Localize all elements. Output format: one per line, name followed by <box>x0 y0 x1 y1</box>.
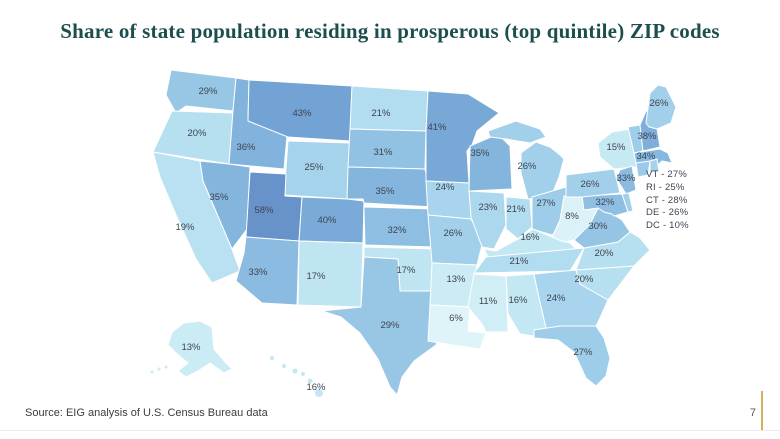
state-label-NE: 35% <box>375 186 395 197</box>
side-list-item-DC: DC - 10% <box>646 220 689 232</box>
state-ME <box>645 84 677 130</box>
state-label-NY: 15% <box>606 142 626 153</box>
state-label-IL: 23% <box>478 202 498 213</box>
state-label-AZ: 33% <box>248 267 268 278</box>
state-HI-island <box>315 389 323 397</box>
state-label-ND: 21% <box>371 108 391 119</box>
state-label-WA: 29% <box>198 86 218 97</box>
state-FL <box>533 325 611 387</box>
state-label-TN: 21% <box>509 256 529 267</box>
state-NE <box>346 166 434 208</box>
side-list-item-DE: DE - 26% <box>646 207 689 219</box>
states-layer <box>150 69 677 397</box>
state-HI-island <box>282 364 286 368</box>
state-label-SD: 31% <box>373 147 393 158</box>
page-number: 7 <box>749 407 756 419</box>
state-HI-island <box>307 378 313 384</box>
state-label-AL: 16% <box>508 295 528 306</box>
state-MO <box>427 214 484 266</box>
state-IL <box>468 190 507 250</box>
state-RI <box>649 158 660 174</box>
state-label-KY: 16% <box>520 232 540 243</box>
state-label-MN: 41% <box>427 122 447 133</box>
state-PA <box>565 168 621 198</box>
source-text: Source: EIG analysis of U.S. Census Bure… <box>25 407 268 419</box>
state-WI <box>468 133 513 192</box>
bottom-rule <box>0 430 780 431</box>
state-label-SC: 20% <box>574 274 594 285</box>
small-states-list: VT - 27% RI - 25% CT - 28% DE - 26% DC - 10% <box>646 169 689 233</box>
page-title: Share of state population residing in pr… <box>60 19 720 43</box>
state-AK-island <box>157 367 161 371</box>
state-label-IN: 21% <box>506 204 526 215</box>
state-label-MD: 32% <box>595 197 615 208</box>
state-MT <box>247 79 353 142</box>
state-label-CO: 40% <box>317 215 337 226</box>
state-label-HI: 16% <box>306 382 326 393</box>
state-label-MO: 26% <box>443 228 463 239</box>
state-label-MA: 34% <box>636 151 656 162</box>
state-label-OK: 17% <box>396 265 416 276</box>
state-label-IA: 24% <box>435 182 455 193</box>
state-label-MS: 11% <box>479 296 498 307</box>
state-NJ <box>615 165 637 195</box>
state-label-MT: 43% <box>292 108 312 119</box>
state-label-TX: 29% <box>380 320 400 331</box>
state-label-ID: 36% <box>236 142 256 153</box>
state-label-KS: 32% <box>387 225 407 236</box>
state-HI-island <box>301 372 305 376</box>
state-CO <box>298 196 365 244</box>
side-list-item-RI: RI - 25% <box>646 181 685 193</box>
state-label-LA: 6% <box>449 313 463 324</box>
state-CT <box>635 160 651 178</box>
state-HI-island <box>270 356 274 360</box>
state-label-NJ: 33% <box>616 173 636 184</box>
side-list-item-VT: VT - 27% <box>646 169 688 180</box>
state-label-WY: 25% <box>304 162 324 173</box>
state-label-WV: 8% <box>565 211 579 222</box>
state-label-UT: 58% <box>254 205 274 216</box>
state-label-VA: 30% <box>588 221 608 232</box>
state-label-NH: 38% <box>637 131 657 142</box>
state-label-AK: 13% <box>181 342 201 353</box>
state-label-CA: 19% <box>175 222 195 233</box>
state-MI <box>520 141 565 200</box>
accent-line <box>761 391 763 430</box>
state-IN <box>505 196 533 240</box>
state-label-PA: 26% <box>580 179 600 190</box>
state-label-OH: 27% <box>536 198 556 209</box>
state-label-NM: 17% <box>306 271 326 282</box>
state-label-NC: 20% <box>594 248 614 259</box>
state-DE <box>621 192 634 213</box>
state-labels-layer: 29% 20% 19% 35% 36% 43% 25% 58% 40% 33% 17% 21% 31% 3… <box>175 86 669 393</box>
side-list-item-CT: CT - 28% <box>646 194 688 206</box>
state-label-MI: 26% <box>517 161 537 172</box>
state-MI <box>487 120 547 144</box>
state-AK <box>167 320 233 378</box>
state-label-GA: 24% <box>546 293 566 304</box>
state-HI-island <box>292 368 298 374</box>
state-AK-island <box>150 370 154 374</box>
state-LA <box>427 304 487 350</box>
state-label-AR: 13% <box>446 274 466 285</box>
state-label-NV: 35% <box>209 192 229 203</box>
state-TX <box>321 256 449 396</box>
state-label-FL: 27% <box>573 347 593 358</box>
state-label-OR: 20% <box>187 128 207 139</box>
state-label-WI: 35% <box>470 148 490 159</box>
state-label-ME: 26% <box>649 98 669 109</box>
state-AK-island <box>164 365 168 369</box>
